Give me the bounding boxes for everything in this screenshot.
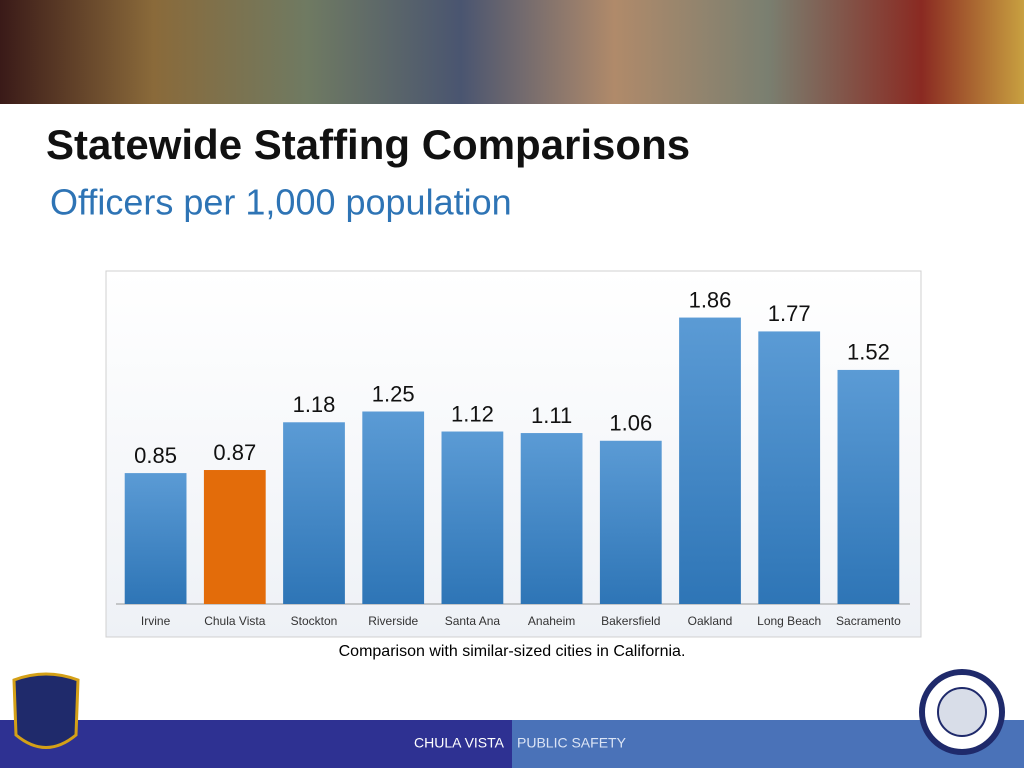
x-tick-label: Stockton: [291, 614, 338, 628]
x-tick-label: Irvine: [141, 614, 171, 628]
footer-left-bar: [0, 720, 512, 768]
slide-subtitle: Officers per 1,000 population: [50, 182, 512, 223]
chart: Irvine 0.85 Chula Vista 0.87 Stockton 1.18 Riv…: [124, 287, 901, 628]
bar: [283, 422, 345, 604]
x-tick-label: Riverside: [368, 614, 418, 628]
value-label: 1.77: [768, 301, 811, 326]
x-tick-label: Santa Ana: [445, 614, 501, 628]
x-tick-label: Oakland: [688, 614, 733, 628]
bar: [124, 473, 187, 604]
value-label: 1.12: [451, 401, 494, 426]
x-tick-label: Long Beach: [757, 614, 821, 628]
value-label: 1.06: [609, 411, 652, 436]
bar: [758, 331, 821, 604]
header-photo: [0, 0, 1024, 104]
value-label: 1.52: [847, 340, 890, 365]
value-label: 1.11: [531, 403, 572, 428]
fire-badge-inner: [937, 687, 987, 737]
footer-left-text: CHULA VISTA: [414, 735, 505, 751]
x-tick-label: Chula Vista: [204, 614, 265, 628]
bar: [679, 317, 741, 604]
value-label: 1.86: [689, 287, 732, 312]
value-label: 1.18: [293, 392, 336, 417]
bar: [837, 369, 900, 604]
x-tick-label: Anaheim: [528, 614, 575, 628]
bar: [520, 433, 583, 604]
x-tick-label: Sacramento: [836, 614, 901, 628]
bar: [599, 440, 662, 604]
value-label: 0.85: [134, 443, 177, 468]
value-label: 0.87: [213, 440, 256, 465]
bar: [441, 431, 504, 604]
footer-right-text: PUBLIC SAFETY: [517, 735, 627, 751]
bar: [203, 470, 266, 604]
x-tick-label: Bakersfield: [601, 614, 660, 628]
caption: Comparison with similar-sized cities in …: [339, 643, 686, 660]
value-label: 1.25: [372, 381, 415, 406]
slide-title: Statewide Staffing Comparisons: [46, 121, 690, 168]
police-badge: [12, 672, 80, 749]
bar: [362, 411, 425, 604]
